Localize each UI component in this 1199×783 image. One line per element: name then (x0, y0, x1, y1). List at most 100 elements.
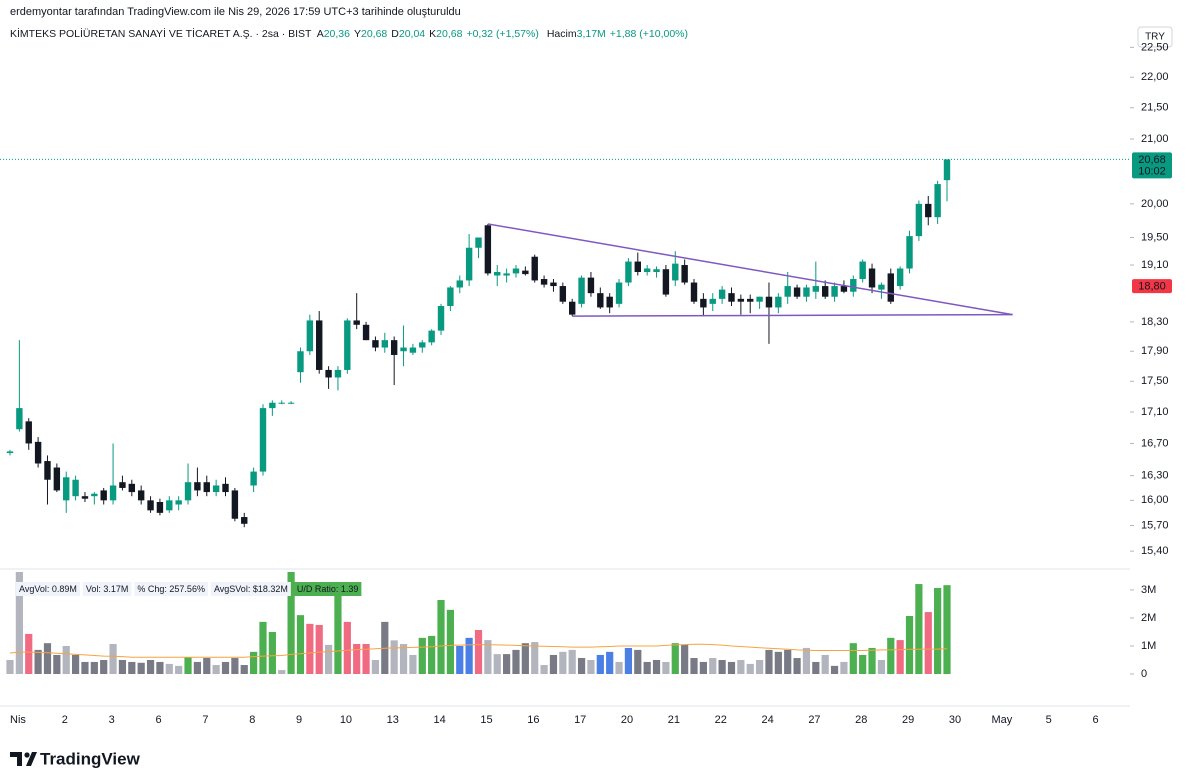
candle-body (344, 320, 351, 370)
last-price-label: 20,68 (1138, 154, 1166, 166)
candle-body (259, 408, 267, 472)
x-tick-label: 7 (202, 714, 208, 726)
volume-bar (43, 643, 52, 674)
candle-body (831, 286, 838, 297)
candle-body (868, 268, 876, 288)
y-tick-label: 22,50 (1141, 41, 1169, 53)
volume-tick-label: 1M (1141, 640, 1156, 652)
volume-bar (465, 637, 473, 674)
x-tick-label: 28 (855, 714, 867, 726)
volume-bar (437, 600, 445, 674)
x-tick-label: 21 (668, 714, 680, 726)
stat-box (210, 582, 291, 596)
candle-body (812, 286, 820, 292)
volume-bar (353, 644, 361, 674)
volume-bar (343, 621, 351, 674)
x-tick-label: Nis (10, 714, 26, 726)
stat-label: % Chg: 257.56% (137, 584, 205, 594)
candle-body (503, 273, 510, 276)
x-tick-label: 15 (480, 714, 492, 726)
candle-body (690, 282, 698, 302)
volume-bar (830, 665, 839, 674)
volume-bar (390, 640, 398, 674)
volume-bar (71, 654, 80, 674)
x-tick-label: 29 (902, 714, 914, 726)
volume-bar (334, 589, 342, 674)
candle-body (63, 477, 70, 501)
candle-body (775, 296, 782, 308)
legend-key: Y (354, 28, 361, 40)
volume-bar (849, 643, 857, 674)
y-tick-label: 16,70 (1141, 437, 1169, 449)
volume-bar (784, 649, 792, 674)
x-tick-label: 5 (1046, 714, 1052, 726)
candle-body (484, 225, 492, 274)
candle-body (53, 467, 61, 491)
y-tick-label: 17,50 (1141, 375, 1169, 387)
volume-bar (652, 659, 661, 674)
candle-body (681, 265, 688, 283)
stat-label: AvgSVol: $18.32M (214, 584, 288, 594)
candle-body (147, 500, 154, 511)
stat-label: U/D Ratio: 1.39 (297, 584, 359, 594)
candle-body (587, 277, 595, 294)
candle-body (718, 289, 726, 299)
volume-bar (118, 659, 127, 674)
candle-body (325, 369, 332, 378)
volume-bar (709, 658, 717, 674)
x-tick-label: 9 (296, 714, 302, 726)
volume-bar (887, 637, 895, 674)
volume-bar (193, 661, 201, 674)
candle-body (793, 287, 801, 297)
candle-body (878, 284, 885, 290)
volume-bar (287, 572, 295, 674)
candle-body (728, 293, 735, 302)
candle-body (419, 342, 426, 348)
volume-bar (606, 651, 614, 674)
volume-bar (268, 631, 276, 674)
volume-bar (699, 661, 707, 674)
x-tick-label: May (991, 714, 1012, 726)
candle-body (362, 324, 370, 341)
y-tick-label: 17,90 (1141, 345, 1169, 357)
candle-body (643, 268, 651, 273)
x-tick-label: 10 (340, 714, 352, 726)
stat-box (16, 582, 80, 596)
volume-pane (6, 572, 951, 674)
volume-bar (905, 615, 914, 674)
volume-tick-label: 2M (1141, 612, 1156, 624)
volume-bar (577, 658, 586, 674)
volume-bar (203, 658, 211, 674)
volume-bar (765, 649, 773, 674)
x-tick-label: 24 (761, 714, 773, 726)
marker-price-box (1132, 279, 1172, 294)
candle-body (437, 306, 445, 331)
volume-bar (315, 624, 323, 674)
legend-key: A (317, 28, 324, 40)
candle-body (156, 502, 164, 513)
volume-bar (34, 649, 42, 674)
legend-value: 20,04 (399, 28, 425, 40)
candle-body (334, 369, 342, 378)
volume-bar (231, 658, 239, 674)
x-tick-label: 27 (808, 714, 820, 726)
candle-body (550, 282, 557, 287)
volume-bar (156, 661, 164, 674)
candle-body (353, 320, 360, 325)
brand: TradingView (40, 749, 141, 768)
volume-bar (428, 635, 436, 674)
currency-box[interactable] (1137, 26, 1173, 48)
volume-bar (493, 654, 501, 674)
y-tick-label: 19,10 (1141, 259, 1169, 271)
x-tick-label: 8 (249, 714, 255, 726)
candle-body (400, 347, 407, 352)
candle-body (709, 298, 716, 304)
candle-body (428, 330, 435, 343)
stat-box (134, 582, 208, 596)
volume-bar (90, 661, 98, 674)
legend-volume-key: Hacim (547, 28, 577, 40)
last-price-box (1132, 152, 1172, 179)
candle-body (278, 402, 285, 404)
volume-bar (221, 661, 230, 674)
